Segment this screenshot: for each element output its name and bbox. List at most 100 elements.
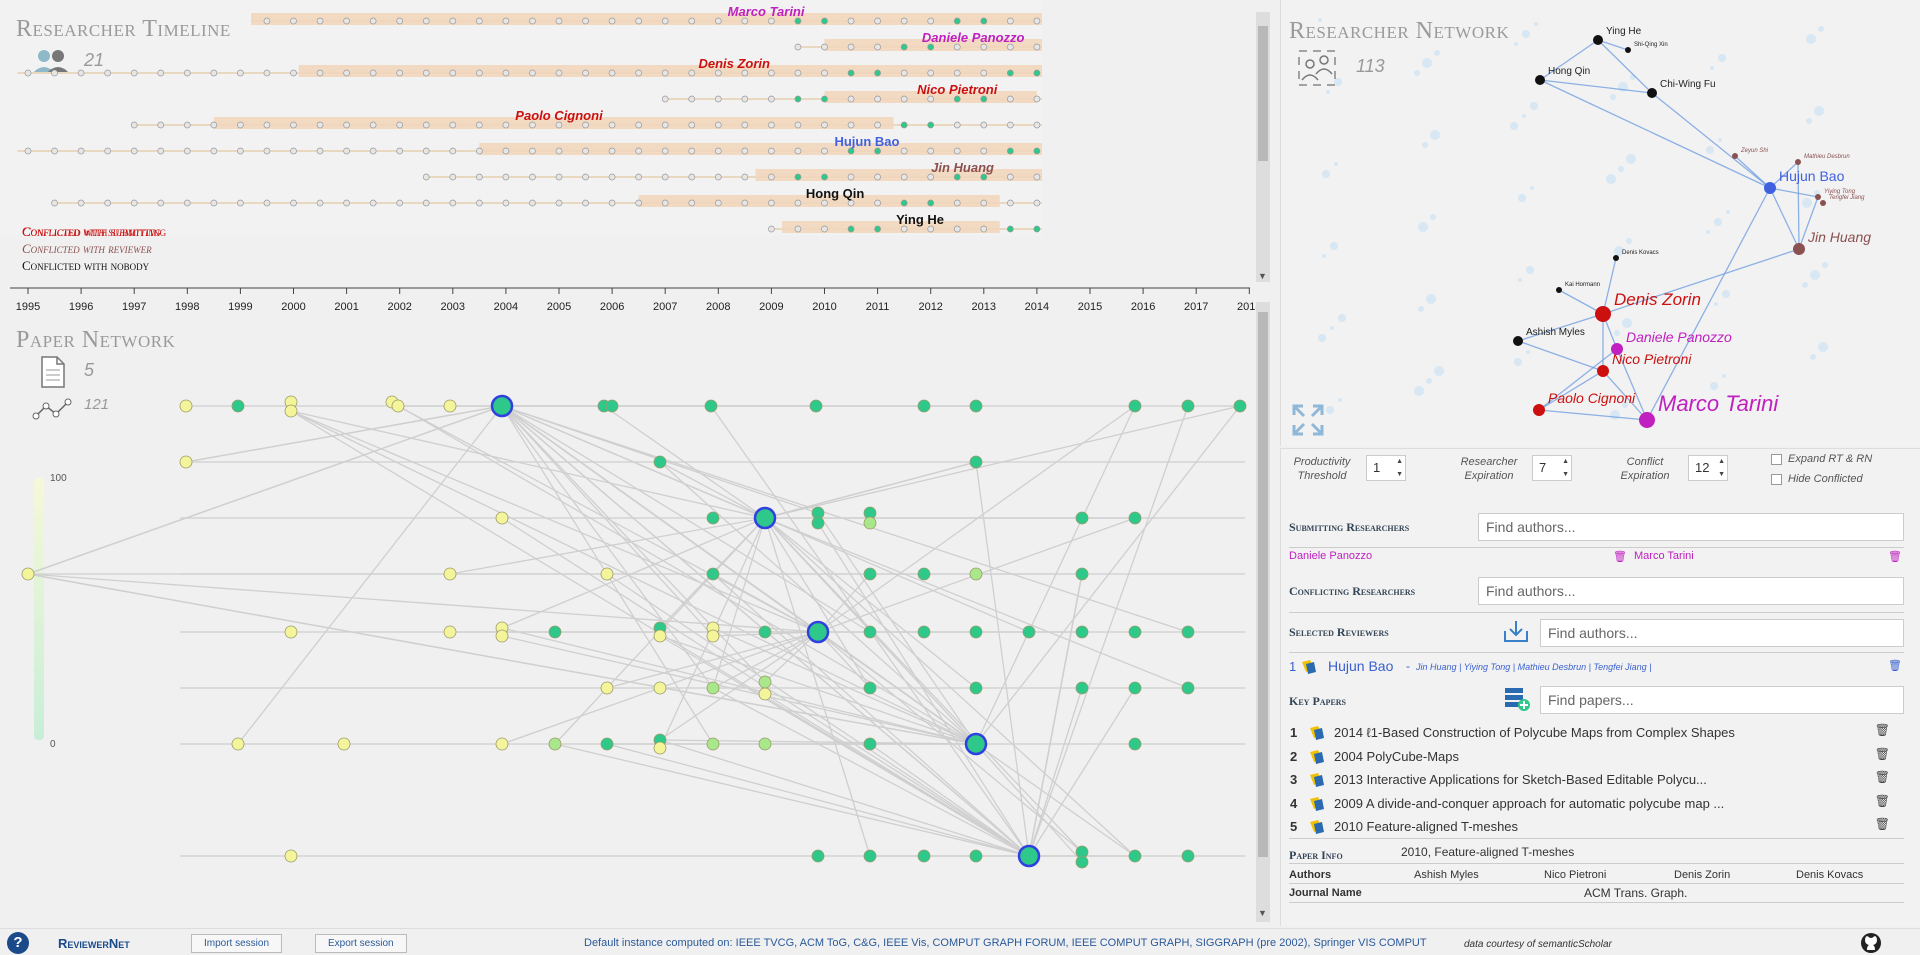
scholar-icon xyxy=(1308,748,1326,766)
key-paper-title: 2013 Interactive Applications for Sketch… xyxy=(1334,772,1707,787)
trash-icon[interactable]: 🗑 xyxy=(1875,723,1890,737)
paper-network-graph[interactable] xyxy=(0,320,1256,925)
year-tick-label: 1996 xyxy=(69,301,93,313)
paper-scroll-down[interactable]: ▼ xyxy=(1258,908,1267,918)
key-paper-item[interactable]: 3 2013 Interactive Applications for Sketc… xyxy=(1290,769,1910,791)
add-paper-icon[interactable] xyxy=(1503,686,1531,712)
paper-node xyxy=(812,850,824,862)
reviewers-search-input[interactable]: Find authors... xyxy=(1540,619,1904,647)
scholar-icon xyxy=(1308,795,1326,813)
key-paper-number: 4 xyxy=(1290,796,1297,811)
timeline-researcher-label: Denis Zorin xyxy=(698,56,770,71)
key-paper-item[interactable]: 1 2014 ℓ1-Based Construction of Polycube … xyxy=(1290,722,1910,744)
import-session-button[interactable]: Import session xyxy=(191,934,282,953)
timeline-researcher-label: Daniele Panozzo xyxy=(922,30,1025,45)
submitting-search-input[interactable]: Find authors... xyxy=(1478,513,1904,541)
paper-node xyxy=(1129,626,1141,638)
conflict-expiration-input[interactable]: 12 ▲ ▼ xyxy=(1688,455,1728,481)
researcher-node-label: Mathieu Desbrun xyxy=(1804,154,1850,160)
paper-node xyxy=(759,688,771,700)
hide-conflicted-checkbox[interactable]: Hide Conflicted xyxy=(1771,473,1863,485)
trash-icon[interactable]: 🗑 xyxy=(1875,770,1890,784)
key-papers-label: Key Papers xyxy=(1289,694,1346,709)
paper-node xyxy=(707,630,719,642)
paper-node xyxy=(1129,400,1141,412)
researcher-node-label: Tengfei Jiang xyxy=(1829,195,1865,201)
trash-icon[interactable]: 🗑 xyxy=(1613,550,1627,563)
year-axis: 1995 1996 1997 1998 1999 2000 2001 2002 2003 2004… xyxy=(0,284,1260,314)
timeline-scrollbar[interactable] xyxy=(1256,12,1270,282)
paper-node xyxy=(1129,850,1141,862)
conflicting-search-input[interactable]: Find authors... xyxy=(1478,577,1904,605)
key-paper-item[interactable]: 2 2004 PolyCube-Maps 🗑 xyxy=(1290,746,1910,768)
key-paper-item[interactable]: 4 2009 A divide-and-conquer approach for … xyxy=(1290,793,1910,815)
download-icon[interactable] xyxy=(1503,619,1529,643)
selected-reviewers-label: Selected Reviewers xyxy=(1289,625,1389,640)
timeline-chart[interactable]: Marco Tarini Daniele Panozzo Denis Zorin Ni… xyxy=(0,0,1042,236)
paper-author[interactable]: Ashish Myles xyxy=(1414,869,1479,881)
researcher-node-label: Hong Qin xyxy=(1548,66,1590,77)
timeline-scroll-down[interactable]: ▼ xyxy=(1258,271,1267,281)
paper-node xyxy=(392,400,404,412)
paper-node xyxy=(759,676,771,688)
paper-author[interactable]: Nico Pietroni xyxy=(1544,869,1606,881)
key-paper-title: 2009 A divide-and-conquer approach for a… xyxy=(1334,796,1724,811)
export-session-button[interactable]: Export session xyxy=(315,934,407,953)
paper-node xyxy=(810,400,822,412)
paper-node xyxy=(285,405,297,417)
reviewer-dash: - xyxy=(1406,659,1410,673)
github-icon[interactable] xyxy=(1860,932,1882,954)
trash-icon[interactable]: 🗑 xyxy=(1875,817,1890,831)
productivity-threshold-input[interactable]: 1 ▲ ▼ xyxy=(1366,455,1406,481)
paper-node xyxy=(496,630,508,642)
key-papers-search-input[interactable]: Find papers... xyxy=(1540,686,1904,714)
paper-author[interactable]: Denis Zorin xyxy=(1674,869,1730,881)
year-tick-label: 2013 xyxy=(972,301,996,313)
researcher-node-label: Nico Pietroni xyxy=(1612,351,1692,367)
paper-network-scrollbar[interactable] xyxy=(1256,302,1270,922)
researcher-expiration-input[interactable]: 7 ▲ ▼ xyxy=(1532,455,1572,481)
year-tick-label: 2002 xyxy=(387,301,411,313)
key-paper-item[interactable]: 5 2010 Feature-aligned T-meshes 🗑 xyxy=(1290,816,1910,838)
paper-node xyxy=(1182,850,1194,862)
researcher-node xyxy=(1556,287,1562,293)
paper-node xyxy=(759,626,771,638)
paper-node xyxy=(654,682,666,694)
key-paper-title: 2004 PolyCube-Maps xyxy=(1334,749,1459,764)
paper-node xyxy=(1129,512,1141,524)
paper-node xyxy=(918,400,930,412)
key-paper-node xyxy=(492,396,512,416)
paper-node xyxy=(918,568,930,580)
researcher-node-label: Jin Huang xyxy=(1807,229,1871,245)
researcher-node xyxy=(1593,35,1603,45)
key-paper-number: 3 xyxy=(1290,772,1297,787)
year-tick-label: 1999 xyxy=(228,301,252,313)
reviewer-scholar-icon xyxy=(1300,658,1318,676)
researcher-network-count: 113 xyxy=(1356,56,1385,77)
expand-icon[interactable] xyxy=(1292,404,1324,436)
journal-label: Journal Name xyxy=(1289,887,1362,899)
researcher-node xyxy=(1625,47,1631,53)
researcher-timeline-panel: Researcher Timeline 21 Marco Tarini Danie… xyxy=(0,0,1042,236)
submitting-item: Marco Tarini xyxy=(1634,550,1694,562)
trash-icon[interactable]: 🗑 xyxy=(1875,747,1890,761)
researcher-node xyxy=(1795,159,1801,165)
key-paper-node xyxy=(755,508,775,528)
key-paper-number: 5 xyxy=(1290,819,1297,834)
researcher-node-label: Marco Tarini xyxy=(1658,391,1779,416)
paper-node xyxy=(22,568,34,580)
expand-rt-rn-checkbox[interactable]: Expand RT & RN xyxy=(1771,453,1872,465)
help-icon[interactable]: ? xyxy=(7,932,29,954)
trash-icon[interactable]: 🗑 xyxy=(1888,659,1902,672)
submitting-researchers-label: Submitting Researchers xyxy=(1289,520,1409,535)
year-tick-label: 2015 xyxy=(1078,301,1102,313)
reviewer-name[interactable]: Hujun Bao xyxy=(1328,658,1393,674)
paper-author[interactable]: Denis Kovacs xyxy=(1796,869,1863,881)
researcher-node xyxy=(1764,182,1776,194)
year-tick-label: 2008 xyxy=(706,301,730,313)
journal-name: ACM Trans. Graph. xyxy=(1584,886,1687,900)
paper-node xyxy=(601,568,613,580)
year-tick-label: 2017 xyxy=(1184,301,1208,313)
trash-icon[interactable]: 🗑 xyxy=(1888,550,1902,563)
trash-icon[interactable]: 🗑 xyxy=(1875,794,1890,808)
